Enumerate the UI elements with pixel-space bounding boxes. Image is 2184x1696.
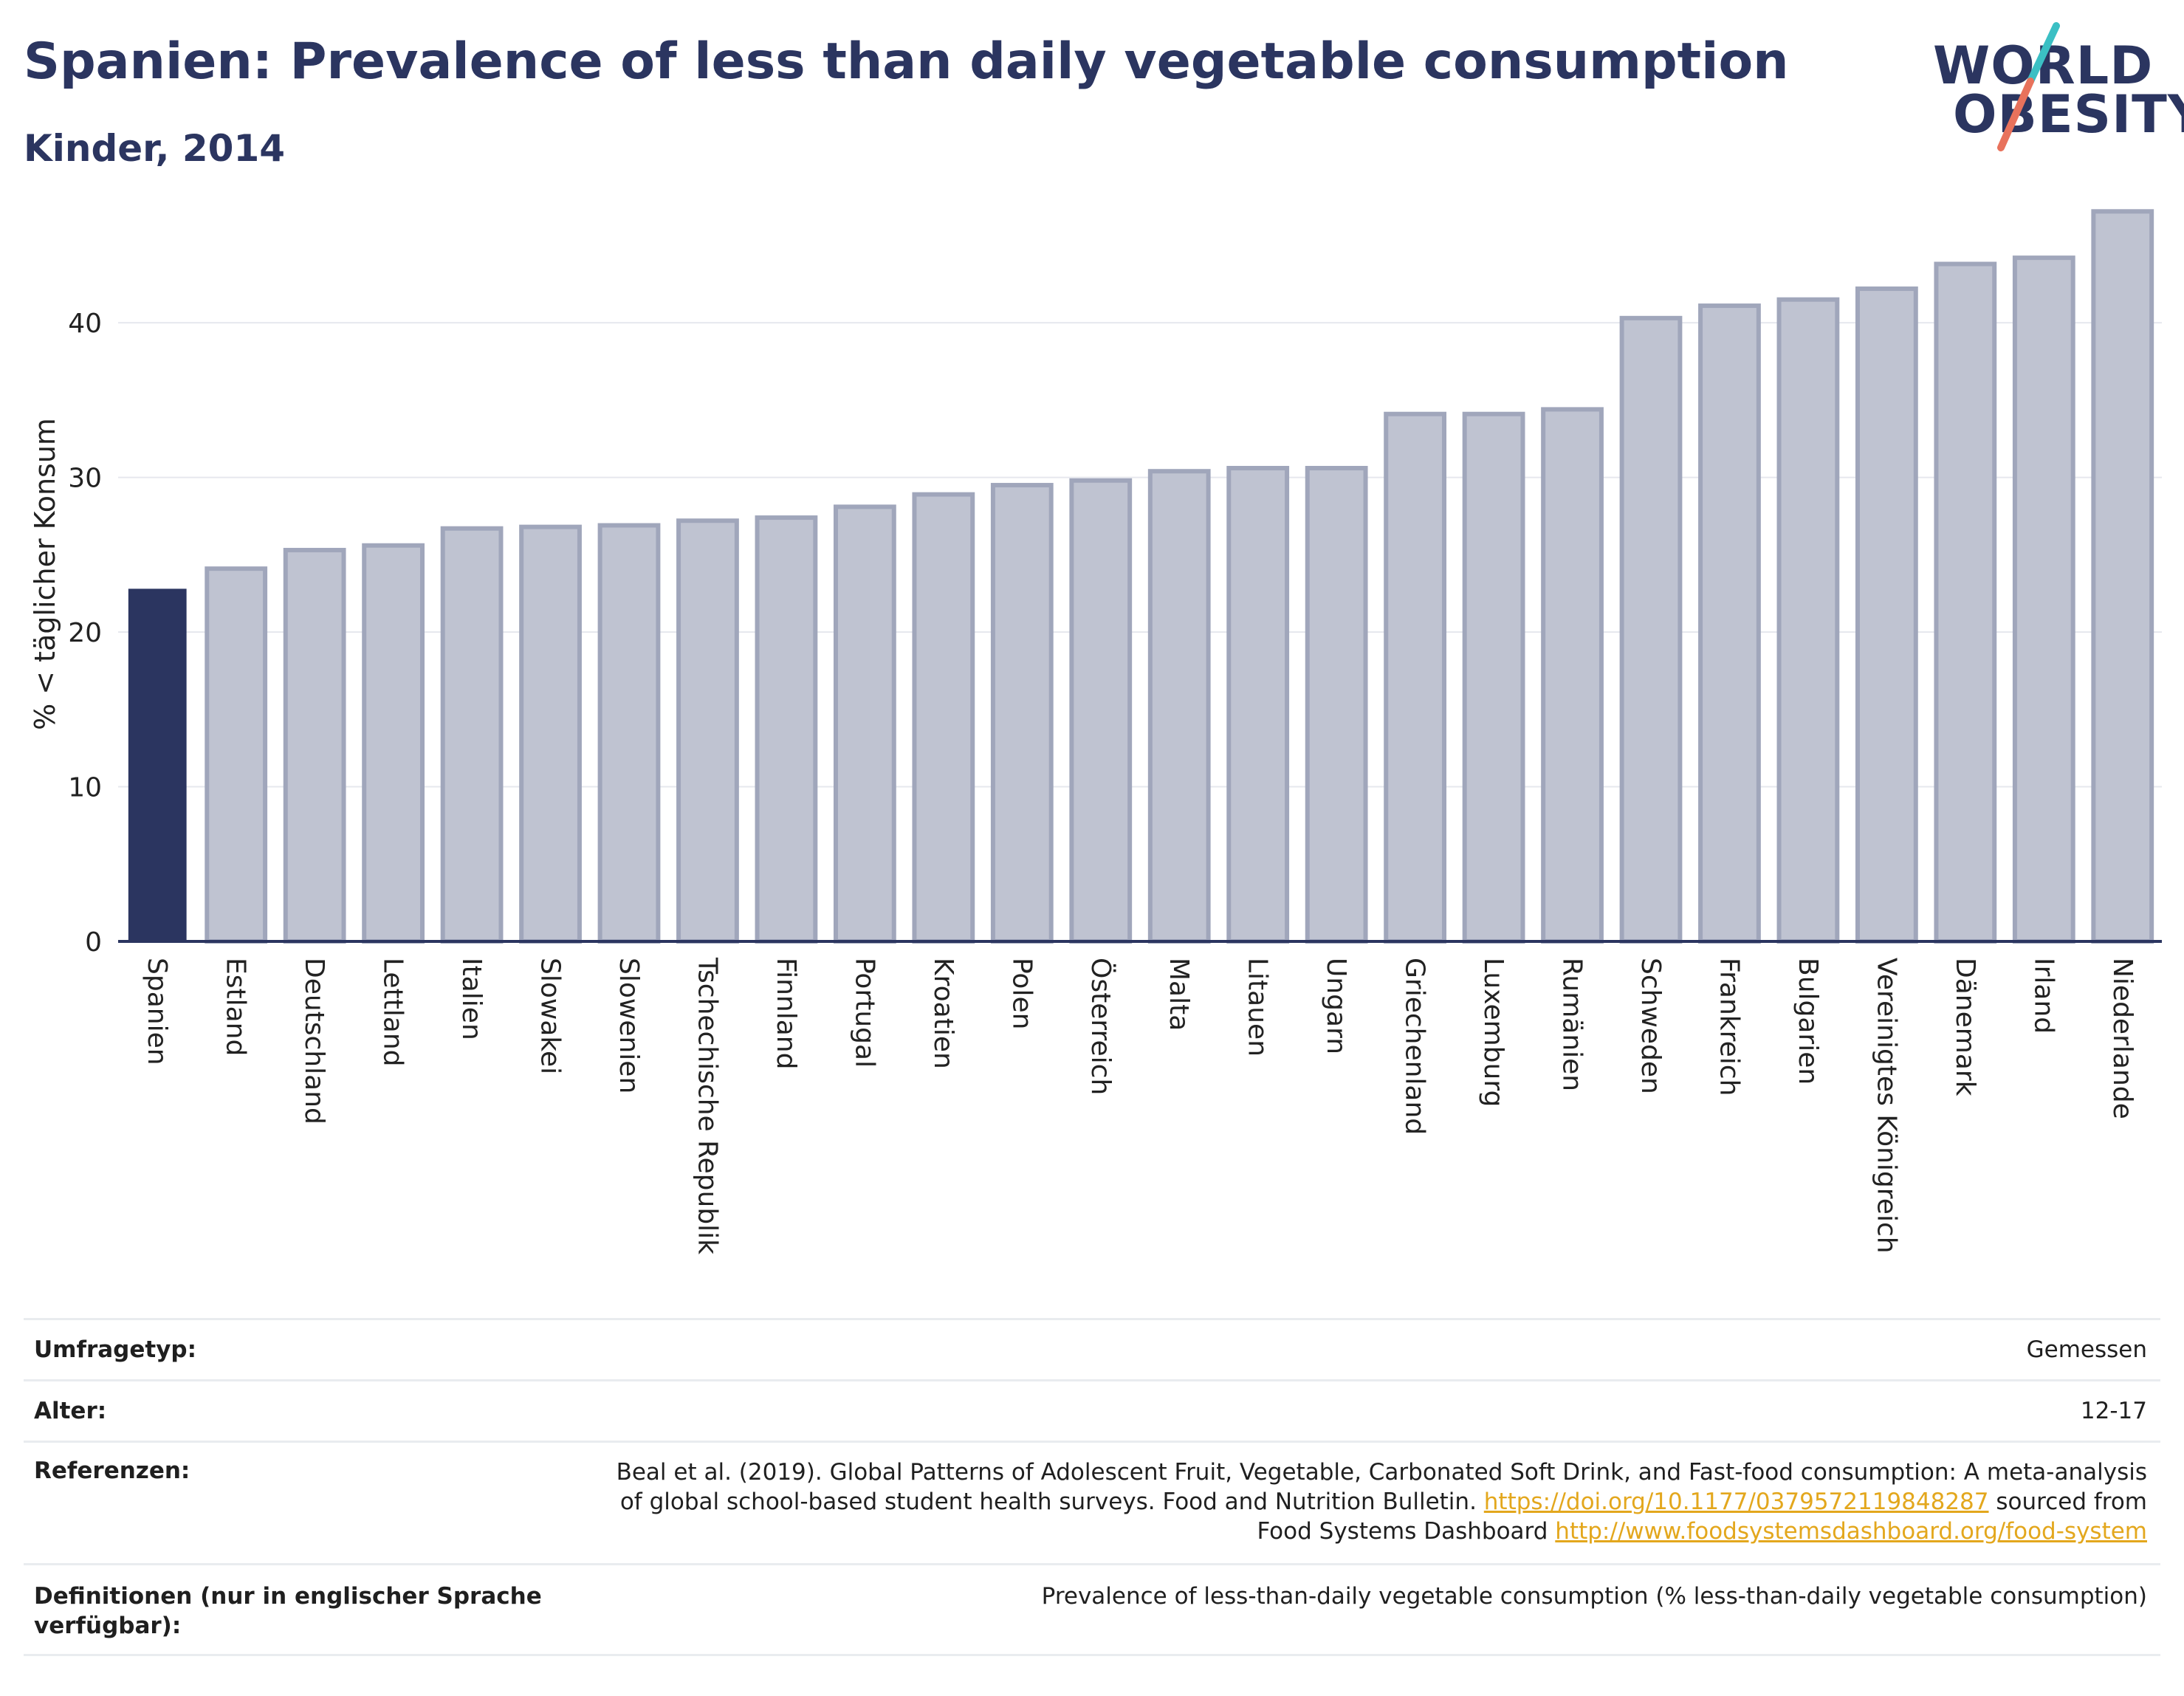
- definitions-label: Definitionen (nur in englischer Sprache …: [34, 1583, 542, 1639]
- y-tick-label: 20: [68, 618, 102, 648]
- references-line-2-after: sourced from: [1988, 1489, 2147, 1515]
- logo-line-1: WORLD: [1933, 35, 2154, 96]
- y-tick-label: 40: [68, 309, 102, 339]
- references-line-3-text: Food Systems Dashboard: [1257, 1518, 1556, 1545]
- x-tick-label: Tschechische Republik: [692, 957, 722, 1254]
- y-tick-label: 10: [68, 773, 102, 803]
- references-value: Beal et al. (2019). Global Patterns of A…: [617, 1458, 2160, 1546]
- bar-chart: 0 10 20 30 40 % < täglicher Konsum Spanien Estl…: [29, 209, 2162, 1254]
- bar: [1855, 286, 1918, 944]
- x-tick-label: Niederlande: [2107, 958, 2137, 1119]
- x-tick-label: Vereinigtes Königreich: [1871, 958, 1901, 1254]
- meta-row-references: Referenzen: Beal et al. (2019). Global P…: [24, 1441, 2160, 1563]
- metadata-table: Umfragetyp: Gemessen Alter: 12-17 Refere…: [24, 1318, 2160, 1656]
- x-tick-label: Lettland: [378, 958, 408, 1067]
- bar: [440, 526, 504, 944]
- chart-subtitle: Kinder, 2014: [24, 127, 286, 170]
- age-label: Alter:: [34, 1398, 107, 1424]
- bar: [128, 588, 187, 941]
- x-tick-label: Rumänien: [1557, 958, 1587, 1091]
- meta-row-definitions: Definitionen (nur in englischer Sprache …: [24, 1563, 2160, 1656]
- bar: [990, 483, 1054, 944]
- bar: [1305, 466, 1368, 944]
- x-tick-label: Malta: [1164, 958, 1194, 1031]
- bar: [676, 518, 739, 944]
- meta-row-age: Alter: 12-17: [24, 1379, 2160, 1441]
- y-axis-label: % < täglicher Konsum: [29, 418, 61, 730]
- age-value: 12-17: [2080, 1398, 2147, 1424]
- doi-link[interactable]: https://doi.org/10.1177/0379572119848287: [1483, 1489, 1989, 1515]
- x-tick-label: Estland: [221, 958, 251, 1056]
- definitions-value: Prevalence of less-than-daily vegetable …: [1041, 1583, 2147, 1610]
- meta-row-survey: Umfragetyp: Gemessen: [24, 1318, 2160, 1379]
- x-tick-label: Irland: [2028, 958, 2058, 1034]
- x-tick-label: Polen: [1006, 958, 1037, 1029]
- bar: [755, 515, 818, 944]
- bar: [1069, 478, 1133, 944]
- references-label: Referenzen:: [34, 1458, 190, 1484]
- y-tick-label: 0: [85, 927, 102, 958]
- bar: [597, 523, 661, 944]
- x-tick-label: Deutschland: [299, 958, 329, 1125]
- bar: [1934, 261, 1997, 944]
- bar: [2012, 255, 2075, 944]
- bar: [1776, 297, 1840, 944]
- x-tick-label: Frankreich: [1714, 958, 1744, 1096]
- references-line-3: Food Systems Dashboard http://www.foodsy…: [617, 1517, 2147, 1546]
- x-tick-label: Slowenien: [614, 958, 644, 1094]
- bar: [1698, 303, 1761, 944]
- bar: [1619, 315, 1683, 944]
- x-tick-label: Luxemburg: [1478, 958, 1508, 1107]
- chart-title: Spanien: Prevalence of less than daily v…: [24, 32, 1789, 91]
- x-tick-label: Griechenland: [1400, 958, 1430, 1135]
- references-line-2-text: of global school-based student health su…: [619, 1489, 1484, 1515]
- x-tick-label: Finnland: [771, 958, 801, 1069]
- bar: [912, 492, 975, 944]
- logo-line-2: OBESITY: [1953, 84, 2184, 145]
- x-tick-label: Spanien: [142, 958, 172, 1065]
- x-tick-label: Slowakei: [535, 958, 566, 1074]
- x-tick-label: Italien: [456, 958, 487, 1040]
- bar: [1384, 411, 1447, 944]
- x-tick-label: Ungarn: [1321, 958, 1351, 1054]
- world-obesity-logo: WORLD OBESITY: [1923, 22, 2184, 155]
- bar: [1226, 466, 1290, 944]
- survey-type-label: Umfragetyp:: [34, 1336, 196, 1363]
- food-systems-link[interactable]: http://www.foodsystemsdashboard.org/food…: [1555, 1518, 2147, 1545]
- bar: [1147, 469, 1211, 944]
- bar: [362, 543, 425, 944]
- logo-slash-icon: [1997, 22, 2060, 151]
- x-tick-label: Bulgarien: [1793, 958, 1823, 1085]
- survey-type-value: Gemessen: [2026, 1336, 2147, 1363]
- bar: [1462, 411, 1525, 944]
- x-tick-label: Litauen: [1243, 958, 1273, 1057]
- bar: [519, 524, 582, 944]
- x-tick-label: Dänemark: [1950, 958, 1980, 1096]
- references-line-1: Beal et al. (2019). Global Patterns of A…: [616, 1459, 2147, 1486]
- bar: [1541, 407, 1604, 944]
- x-tick-label: Österreich: [1085, 958, 1116, 1095]
- x-tick-label: Schweden: [1635, 958, 1666, 1094]
- bar: [833, 504, 896, 944]
- x-tick-label: Portugal: [849, 958, 879, 1068]
- y-tick-label: 30: [68, 464, 102, 494]
- references-line-2: of global school-based student health su…: [617, 1487, 2147, 1517]
- bar: [205, 566, 268, 944]
- x-tick-label: Kroatien: [928, 958, 958, 1069]
- bar: [283, 548, 346, 944]
- bar: [2091, 209, 2154, 944]
